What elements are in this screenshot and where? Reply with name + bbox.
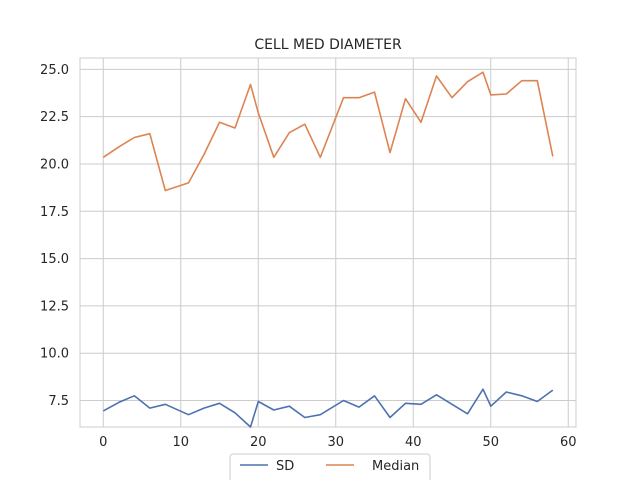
y-tick-labels: 7.5 10.0 12.5 15.0 17.5 20.0 22.5 25.0 <box>40 63 69 409</box>
y-tick-label: 10.0 <box>40 347 69 362</box>
x-tick-label: 20 <box>250 435 267 450</box>
y-tick-label: 25.0 <box>40 63 69 78</box>
x-tick-label: 60 <box>560 435 577 450</box>
y-tick-label: 22.5 <box>40 110 69 125</box>
series-lines <box>102 71 554 428</box>
legend-box <box>229 453 431 480</box>
x-tick-label: 0 <box>99 435 107 450</box>
legend-label-sd: SD <box>276 459 294 474</box>
y-tick-label: 7.5 <box>48 394 69 409</box>
x-tick-label: 40 <box>405 435 422 450</box>
x-tick-label: 10 <box>172 435 189 450</box>
y-tick-label: 12.5 <box>40 299 69 314</box>
series-line-sd <box>102 388 554 428</box>
plot-border <box>79 57 577 428</box>
legend-label-median: Median <box>372 459 419 474</box>
legend: SD Median <box>229 453 431 480</box>
grid <box>80 58 576 427</box>
x-tick-label: 30 <box>327 435 344 450</box>
series-line-median <box>102 71 554 192</box>
y-tick-label: 17.5 <box>40 205 69 220</box>
plot-area <box>80 58 576 427</box>
y-tick-label: 20.0 <box>40 157 69 172</box>
x-tick-label: 50 <box>482 435 499 450</box>
chart-title: CELL MED DIAMETER <box>254 37 402 53</box>
x-tick-labels: 0 10 20 30 40 50 60 <box>99 435 576 450</box>
y-tick-label: 15.0 <box>40 252 69 267</box>
